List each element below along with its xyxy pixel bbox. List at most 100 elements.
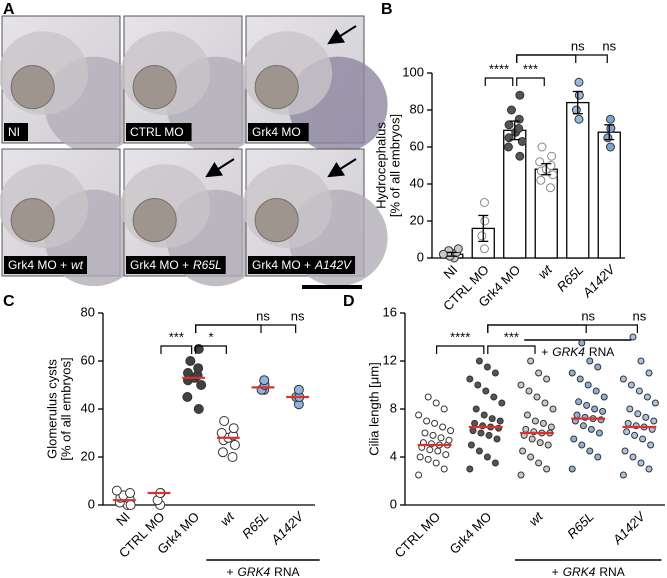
data-point xyxy=(488,415,496,423)
y-tick-label: 40 xyxy=(410,175,424,190)
data-point xyxy=(182,392,193,402)
y-axis-label: Cilia length [μm] xyxy=(366,362,381,455)
group-label-part: RNA xyxy=(274,565,299,578)
data-point xyxy=(519,447,527,455)
data-point xyxy=(603,133,613,143)
label-text: Grk4 MO xyxy=(252,125,301,139)
data-point xyxy=(639,435,647,443)
x-tick-label: CTRL MO xyxy=(392,509,444,561)
data-point xyxy=(547,423,555,431)
label-text: Grk4 MO + xyxy=(252,258,311,272)
eye xyxy=(132,65,177,110)
data-point xyxy=(629,453,637,461)
data-point xyxy=(621,447,629,455)
data-point xyxy=(517,381,525,389)
y-axis-label: Hydrocephalus xyxy=(373,122,388,209)
label-variant: wt xyxy=(71,258,84,272)
significance-label: * xyxy=(208,329,213,344)
data-point xyxy=(528,435,536,443)
data-point xyxy=(570,435,578,443)
data-point xyxy=(416,453,424,461)
significance-bracket xyxy=(195,345,227,354)
y-tick-label: 80 xyxy=(410,101,424,116)
significance-bracket xyxy=(516,77,545,86)
significance-label: ns xyxy=(291,308,305,323)
significance-label: ns xyxy=(633,308,647,323)
y-tick-label: 80 xyxy=(81,304,95,319)
data-point xyxy=(453,244,463,254)
data-point xyxy=(483,453,491,461)
data-point xyxy=(515,90,525,100)
data-point xyxy=(627,381,635,389)
x-tick-label: A142V xyxy=(267,508,307,548)
data-point xyxy=(579,422,587,430)
data-point xyxy=(535,369,543,377)
data-point xyxy=(259,375,270,386)
y-tick-label: 0 xyxy=(390,496,397,511)
label-box xyxy=(248,123,309,141)
panel-label: C xyxy=(3,293,15,310)
embryo-image: CTRL MO xyxy=(120,15,266,154)
data-point xyxy=(574,114,584,124)
data-point xyxy=(583,401,591,409)
data-point xyxy=(578,441,586,449)
data-point xyxy=(642,413,650,421)
embryo-image: Grk4 MO xyxy=(242,15,388,154)
data-point xyxy=(415,471,423,479)
significance-label: **** xyxy=(450,329,470,344)
data-point xyxy=(543,465,551,473)
data-point xyxy=(477,429,485,437)
data-point xyxy=(216,428,227,438)
data-point xyxy=(594,363,602,371)
significance-bracket xyxy=(516,54,608,63)
data-point xyxy=(527,357,535,365)
data-point xyxy=(424,393,432,401)
y-tick-label: 60 xyxy=(410,138,424,153)
significance-bracket xyxy=(436,345,485,354)
data-point xyxy=(438,249,448,259)
data-point xyxy=(543,375,551,383)
data-point xyxy=(439,423,447,431)
label-box xyxy=(248,256,356,274)
data-point xyxy=(514,124,524,133)
data-point xyxy=(586,357,594,365)
embryo-image: NI xyxy=(0,15,144,154)
significance-bracket xyxy=(484,77,514,86)
data-point xyxy=(434,447,442,455)
data-point xyxy=(125,488,136,498)
data-point xyxy=(541,399,549,407)
y-tick-label: 40 xyxy=(81,400,95,415)
data-point xyxy=(474,381,482,389)
data-point xyxy=(293,384,304,395)
data-point xyxy=(645,465,653,473)
significance-label: *** xyxy=(523,61,538,76)
data-point xyxy=(645,369,653,377)
group-label-part: + xyxy=(541,345,548,359)
data-point xyxy=(227,452,238,462)
data-point xyxy=(467,441,475,449)
data-point xyxy=(650,417,658,425)
data-point xyxy=(504,120,514,130)
significance-bracket xyxy=(160,345,193,354)
bar xyxy=(566,101,590,259)
y-tick-label: 20 xyxy=(410,212,424,227)
significance-bracket xyxy=(487,324,587,333)
data-point xyxy=(475,447,483,455)
data-point xyxy=(517,136,527,146)
x-tick-label: A142V xyxy=(609,508,649,548)
data-point xyxy=(496,417,504,425)
panel-label: D xyxy=(343,293,355,310)
arrow xyxy=(327,158,357,178)
image-label: Grk4 MO xyxy=(252,125,301,139)
embryo-image: Grk4 MO + R65L xyxy=(120,148,266,287)
data-point xyxy=(491,369,499,377)
data-point xyxy=(578,339,586,347)
data-point xyxy=(483,363,491,371)
data-point xyxy=(421,429,429,437)
y-axis-label: [% of all embryos] xyxy=(387,114,402,217)
x-tick-label: wt xyxy=(217,508,238,529)
eye xyxy=(10,65,55,110)
data-point xyxy=(431,419,439,427)
eye xyxy=(132,198,177,243)
data-point xyxy=(527,453,535,461)
